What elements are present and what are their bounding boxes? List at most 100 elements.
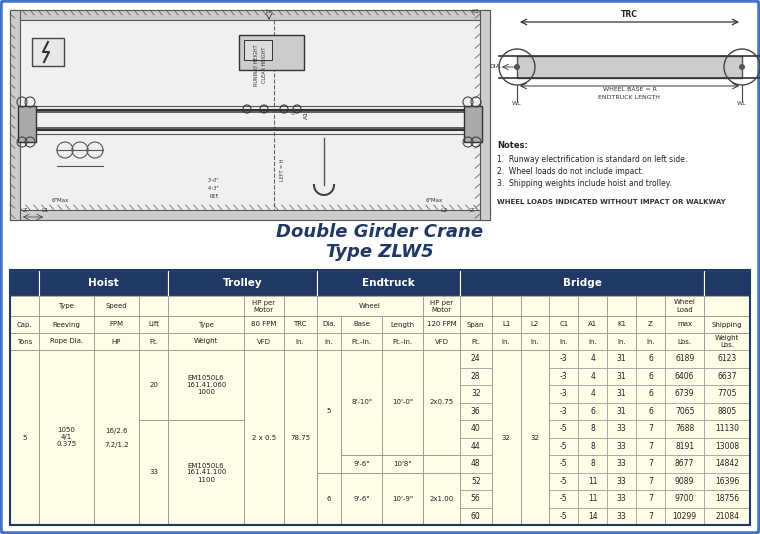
Text: L2: L2 bbox=[531, 321, 539, 327]
Bar bbox=[607, 473, 636, 490]
Bar bbox=[382, 420, 423, 437]
Bar bbox=[139, 455, 168, 473]
Bar bbox=[244, 296, 283, 316]
Text: In.: In. bbox=[646, 339, 655, 344]
Text: 7: 7 bbox=[648, 477, 653, 486]
Text: 60: 60 bbox=[471, 512, 480, 521]
Bar bbox=[93, 437, 139, 455]
Text: A1: A1 bbox=[303, 111, 309, 119]
Bar bbox=[341, 333, 382, 350]
Text: Reeving: Reeving bbox=[52, 321, 80, 327]
Text: L2: L2 bbox=[440, 208, 448, 213]
Text: 5: 5 bbox=[22, 435, 27, 441]
Text: 32: 32 bbox=[471, 389, 480, 398]
Text: 31: 31 bbox=[617, 389, 626, 398]
Bar bbox=[382, 455, 423, 473]
Text: 80 FPM: 80 FPM bbox=[251, 321, 277, 327]
Bar bbox=[168, 316, 244, 333]
Text: WHEEL BASE = R: WHEEL BASE = R bbox=[603, 87, 657, 92]
Bar bbox=[93, 490, 139, 507]
Bar bbox=[460, 437, 492, 455]
Bar bbox=[607, 420, 636, 437]
Circle shape bbox=[739, 64, 745, 70]
Bar bbox=[460, 316, 492, 333]
Bar bbox=[521, 455, 549, 473]
Text: max: max bbox=[677, 321, 692, 327]
Bar bbox=[549, 403, 578, 420]
Bar bbox=[39, 333, 93, 350]
Bar bbox=[607, 403, 636, 420]
Bar bbox=[93, 473, 139, 490]
Bar bbox=[39, 367, 93, 385]
Bar bbox=[665, 367, 705, 385]
Bar bbox=[139, 437, 168, 455]
Bar bbox=[283, 420, 317, 437]
Bar bbox=[139, 350, 168, 367]
Text: L1: L1 bbox=[41, 208, 49, 213]
Bar bbox=[492, 490, 521, 507]
Bar bbox=[665, 403, 705, 420]
Bar bbox=[705, 333, 750, 350]
Bar bbox=[578, 437, 607, 455]
Text: Lbs.: Lbs. bbox=[678, 339, 692, 344]
Bar bbox=[168, 333, 244, 350]
Bar bbox=[244, 350, 283, 525]
Text: 7705: 7705 bbox=[717, 389, 737, 398]
Bar bbox=[93, 296, 139, 316]
Bar bbox=[39, 490, 93, 507]
Bar bbox=[317, 296, 423, 316]
Bar bbox=[168, 385, 244, 403]
Text: FPM: FPM bbox=[109, 321, 123, 327]
Bar bbox=[636, 385, 665, 403]
Bar bbox=[492, 316, 521, 333]
Bar bbox=[423, 455, 460, 473]
Bar bbox=[244, 385, 283, 403]
Bar bbox=[139, 385, 168, 403]
Text: Weight: Weight bbox=[194, 339, 218, 344]
Bar bbox=[705, 296, 750, 316]
Bar bbox=[382, 350, 423, 455]
Bar bbox=[10, 350, 39, 367]
Bar bbox=[521, 437, 549, 455]
Bar bbox=[341, 507, 382, 525]
Text: -3: -3 bbox=[560, 354, 568, 363]
Text: 9700: 9700 bbox=[675, 494, 695, 503]
Bar bbox=[549, 437, 578, 455]
Bar bbox=[578, 316, 607, 333]
Text: 4'-3": 4'-3" bbox=[208, 186, 220, 191]
Bar bbox=[93, 455, 139, 473]
Text: ENDTRUCK LENGTH: ENDTRUCK LENGTH bbox=[599, 95, 660, 100]
Bar bbox=[341, 473, 382, 490]
Text: -5: -5 bbox=[560, 424, 568, 433]
Text: -3: -3 bbox=[560, 372, 568, 381]
Bar bbox=[317, 420, 341, 437]
Text: Trolley: Trolley bbox=[223, 278, 262, 288]
Text: 31: 31 bbox=[617, 407, 626, 416]
Bar bbox=[168, 455, 244, 473]
Text: Tons: Tons bbox=[17, 339, 32, 344]
Bar bbox=[705, 270, 750, 296]
Text: 1.  Runway electrification is standard on left side.: 1. Runway electrification is standard on… bbox=[497, 155, 687, 164]
Text: 8677: 8677 bbox=[675, 459, 695, 468]
Bar bbox=[578, 367, 607, 385]
Bar bbox=[139, 490, 168, 507]
Bar bbox=[317, 437, 341, 455]
Text: Dia.: Dia. bbox=[322, 321, 336, 327]
Text: 36: 36 bbox=[471, 407, 480, 416]
Bar bbox=[382, 316, 423, 333]
Bar bbox=[341, 455, 382, 473]
Bar bbox=[521, 296, 549, 316]
Bar bbox=[521, 367, 549, 385]
Bar bbox=[636, 316, 665, 333]
Bar bbox=[283, 455, 317, 473]
Bar bbox=[636, 367, 665, 385]
Bar bbox=[492, 367, 521, 385]
Bar bbox=[521, 507, 549, 525]
Text: Z: Z bbox=[23, 208, 27, 213]
Text: 10'-9": 10'-9" bbox=[392, 496, 413, 502]
Bar bbox=[460, 367, 492, 385]
Bar bbox=[317, 367, 341, 385]
Bar bbox=[283, 490, 317, 507]
Bar bbox=[139, 473, 168, 490]
Text: 6123: 6123 bbox=[717, 354, 737, 363]
